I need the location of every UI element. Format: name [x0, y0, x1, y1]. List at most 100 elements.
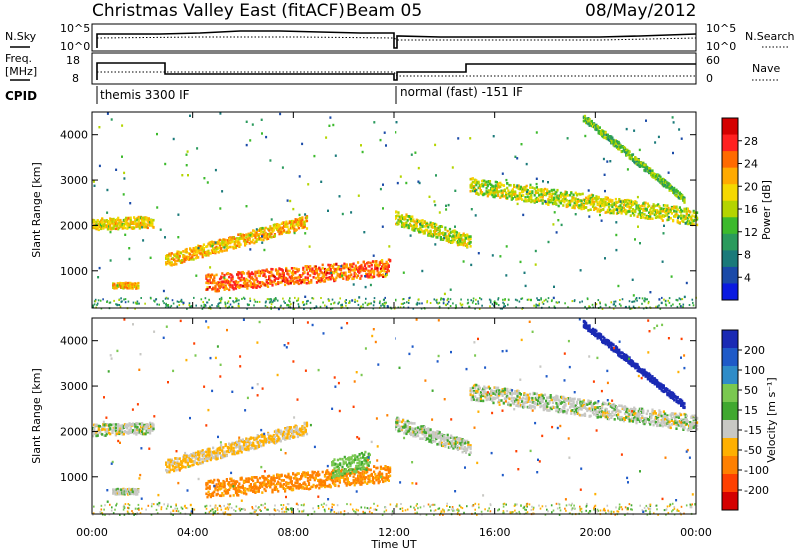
scatter-point [308, 245, 311, 248]
scatter-cell [199, 457, 202, 461]
noise-cell [311, 297, 313, 300]
noise-cell [402, 302, 404, 305]
scatter-cell [234, 284, 238, 288]
scatter-cell [276, 434, 279, 437]
scatter-cell [190, 256, 193, 259]
scatter-cell [218, 249, 221, 253]
scatter-point [462, 260, 465, 263]
scatter-cell [234, 280, 238, 283]
scatter-cell [115, 222, 119, 225]
scatter-cell [514, 192, 517, 196]
scatter-cell [288, 221, 291, 225]
noise-cell [297, 297, 300, 300]
scatter-cell [282, 272, 285, 275]
noise-cell [226, 302, 229, 305]
scatter-cell [318, 273, 321, 276]
scatter-cell [254, 484, 257, 488]
scatter-cell [234, 490, 238, 493]
scatter-cell [167, 458, 170, 462]
scatter-cell [519, 196, 522, 199]
scatter-cell [118, 223, 121, 226]
scatter-cell [464, 244, 468, 247]
scatter-cell [191, 456, 194, 459]
scatter-cell [499, 185, 502, 188]
scatter-cell [337, 265, 340, 269]
scatter-cell [208, 447, 211, 451]
scatter-cell [112, 428, 115, 432]
scatter-cell [229, 237, 232, 240]
noise-cell [273, 298, 276, 301]
scatter-point [445, 208, 448, 211]
scatter-cell [327, 268, 330, 271]
noise-cell [162, 300, 164, 303]
scatter-cell [130, 491, 133, 494]
scatter-cell [223, 481, 226, 484]
scatter-cell [350, 273, 353, 276]
scatter-cell [622, 203, 625, 207]
scatter-cell [260, 230, 263, 234]
noise-cell [150, 297, 152, 300]
noise-cell [270, 300, 272, 303]
scatter-cell [625, 151, 628, 154]
noise-cell [663, 298, 665, 301]
scatter-point [672, 151, 674, 155]
scatter-point [421, 269, 424, 273]
scatter-cell [421, 219, 424, 222]
scatter-point [358, 296, 361, 299]
scatter-point [667, 216, 670, 219]
scatter-cell [696, 218, 699, 221]
scatter-cell [266, 281, 270, 285]
scatter-cell [626, 153, 629, 157]
scatter-cell [197, 256, 200, 259]
scatter-cell [212, 481, 215, 484]
scatter-point [534, 249, 537, 253]
scatter-cell [111, 431, 114, 434]
scatter-cell [257, 282, 260, 285]
scatter-cell [596, 210, 599, 213]
scatter-cell [607, 203, 611, 206]
scatter-cell [366, 261, 369, 265]
scatter-cell [257, 486, 260, 490]
scatter-cell [610, 138, 613, 142]
scatter-cell [268, 235, 271, 239]
scatter-cell [115, 432, 119, 436]
scatter-point [292, 207, 295, 211]
scatter-cell [174, 254, 177, 258]
scatter-cell [573, 201, 576, 205]
scatter-cell [304, 276, 307, 279]
scatter-cell [652, 176, 655, 179]
scatter-cell [635, 204, 638, 207]
scatter-cell [360, 263, 363, 267]
scatter-point [499, 255, 502, 258]
nsearch-tick-bottom: 10^0 [706, 40, 736, 53]
scatter-cell [253, 476, 256, 479]
scatter-cell [656, 209, 659, 212]
scatter-cell [444, 228, 447, 231]
scatter-point [124, 233, 127, 236]
scatter-cell [189, 457, 192, 461]
scatter-cell [125, 430, 128, 434]
scatter-point [261, 226, 264, 230]
noise-cell [497, 304, 500, 307]
scatter-cell [205, 450, 208, 454]
scatter-cell [144, 225, 147, 229]
scatter-cell [181, 259, 184, 262]
noise-cell [170, 304, 173, 307]
scatter-cell [538, 194, 541, 197]
scatter-cell [199, 245, 202, 248]
scatter-cell [495, 189, 498, 192]
scatter-cell [634, 200, 637, 203]
scatter-cell [245, 283, 248, 287]
scatter-cell [603, 132, 606, 136]
noise-cell [367, 303, 370, 306]
scatter-cell [254, 476, 257, 479]
scatter-cell [116, 285, 119, 289]
scatter-cell [104, 225, 107, 229]
noise-cell [243, 297, 246, 300]
scatter-cell [271, 284, 274, 287]
scatter-cell [446, 229, 449, 233]
scatter-cell [125, 220, 128, 223]
scatter-cell [240, 278, 243, 281]
scatter-cell [221, 483, 224, 487]
scatter-cell [493, 191, 496, 194]
